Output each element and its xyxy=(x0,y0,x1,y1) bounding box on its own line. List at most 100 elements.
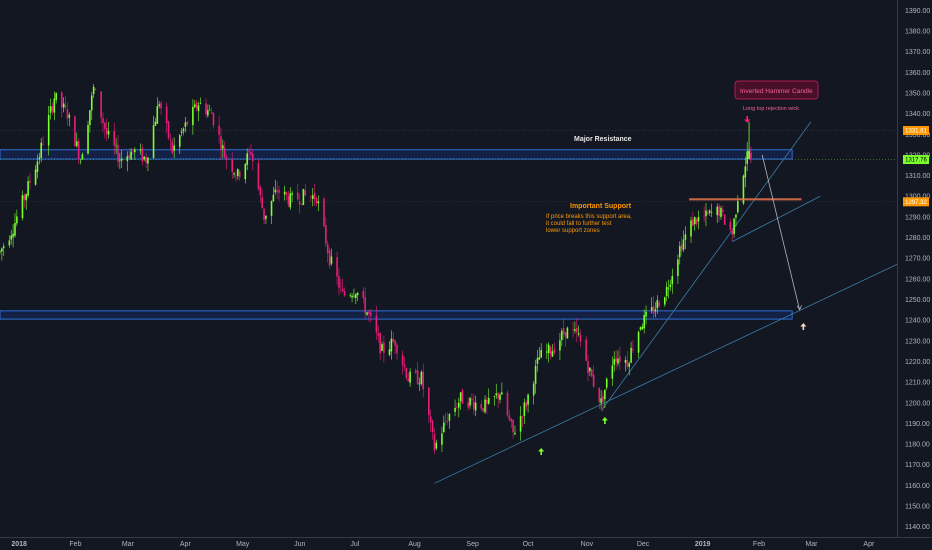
candle-body xyxy=(379,333,381,354)
candle-body xyxy=(62,103,65,108)
candle-body xyxy=(55,92,57,100)
candle-body xyxy=(353,295,355,297)
candle-body xyxy=(409,371,411,383)
candle-body xyxy=(381,344,383,351)
candle-body xyxy=(540,349,542,358)
candle-body xyxy=(270,200,273,216)
candle-body xyxy=(692,219,694,226)
candle-body xyxy=(75,141,78,147)
candle-body xyxy=(362,291,365,298)
candle-body xyxy=(325,225,327,244)
candle-body xyxy=(617,358,619,364)
support-note-line-3: lower support zones xyxy=(546,228,600,234)
candle-body xyxy=(225,156,228,160)
candle-body xyxy=(643,314,645,329)
candle-body xyxy=(338,276,340,288)
candle-body xyxy=(560,330,563,341)
candle-body xyxy=(429,416,432,422)
candle-body xyxy=(669,284,672,288)
candle-body xyxy=(708,210,711,213)
candle-body xyxy=(684,234,687,240)
candle-body xyxy=(259,187,262,196)
candle-body xyxy=(173,145,175,151)
candle-body xyxy=(577,333,580,335)
candle-body xyxy=(454,407,456,412)
price-axis-background[interactable] xyxy=(898,0,932,550)
candle-body xyxy=(456,407,458,408)
candle-body xyxy=(637,331,640,353)
zone-rect xyxy=(0,149,793,160)
candle-body xyxy=(218,125,220,135)
candle-body xyxy=(27,181,29,196)
level-tag-lower xyxy=(903,197,929,207)
candle-body xyxy=(40,142,42,158)
time-tick-label: Apr xyxy=(863,541,875,548)
time-tick-label: Jul xyxy=(350,541,359,548)
candle-body xyxy=(697,217,700,222)
candle-body xyxy=(246,153,248,165)
candle-body xyxy=(392,338,395,342)
candle-body xyxy=(8,240,11,246)
candle-body xyxy=(604,389,606,400)
candle-body xyxy=(390,338,393,352)
long-wick-label: Long top rejection wick xyxy=(743,106,799,112)
time-tick-label: Oct xyxy=(523,541,534,548)
candle-body xyxy=(428,387,430,416)
candle-body xyxy=(223,147,226,158)
candle-body xyxy=(519,416,522,432)
candle-body xyxy=(115,144,117,146)
candle-body xyxy=(598,387,601,403)
candle-body xyxy=(231,159,234,172)
candle-body xyxy=(330,256,333,264)
candle-body xyxy=(113,131,116,146)
candle-body xyxy=(632,348,634,351)
price-tick-label: 1270.00 xyxy=(905,256,930,263)
price-tick-label: 1260.00 xyxy=(905,276,930,283)
candle-body xyxy=(592,374,595,387)
candle-body xyxy=(615,357,617,362)
price-tick-label: 1170.00 xyxy=(905,462,930,469)
candle-body xyxy=(495,393,498,396)
candle-body xyxy=(652,306,655,314)
price-tick-label: 1190.00 xyxy=(905,421,930,428)
candle-body xyxy=(207,110,209,116)
candle-body xyxy=(628,363,631,367)
candle-body xyxy=(42,144,44,145)
candle-body xyxy=(328,250,331,266)
price-tick-label: 1310.00 xyxy=(905,173,930,180)
candle-body xyxy=(671,275,674,285)
candle-body xyxy=(81,154,84,160)
candle-body xyxy=(235,175,237,177)
candle-body xyxy=(512,419,514,433)
price-tick-label: 1200.00 xyxy=(905,400,930,407)
candle-body xyxy=(418,383,421,385)
candle-body xyxy=(746,151,748,164)
price-tick-label: 1370.00 xyxy=(905,49,930,56)
candle-body xyxy=(79,161,82,162)
candle-body xyxy=(276,190,278,192)
candle-body xyxy=(64,105,67,107)
current-price-tag xyxy=(903,155,929,165)
time-axis: 2018 Feb Mar Apr May Jun Jul Aug Sep Oct Nov Dec 201… xyxy=(11,541,875,548)
candle-body xyxy=(733,218,735,235)
candle-body xyxy=(278,189,280,193)
candle-body xyxy=(448,414,451,421)
candle-body xyxy=(366,312,368,315)
candle-body xyxy=(180,131,183,133)
candle-body xyxy=(654,309,657,312)
candle-body xyxy=(263,208,265,220)
candle-body xyxy=(487,397,490,404)
candle-body xyxy=(252,153,254,162)
candle-body xyxy=(525,402,528,407)
candle-body xyxy=(422,371,425,390)
candle-body xyxy=(66,109,69,119)
candle-body xyxy=(192,106,194,126)
candle-body xyxy=(302,189,305,205)
price-tick-label: 1360.00 xyxy=(905,70,930,77)
candle-body xyxy=(212,113,215,126)
candle-body xyxy=(431,420,434,432)
candle-body xyxy=(690,220,692,237)
candle-body xyxy=(51,106,54,112)
candle-body xyxy=(446,421,449,422)
